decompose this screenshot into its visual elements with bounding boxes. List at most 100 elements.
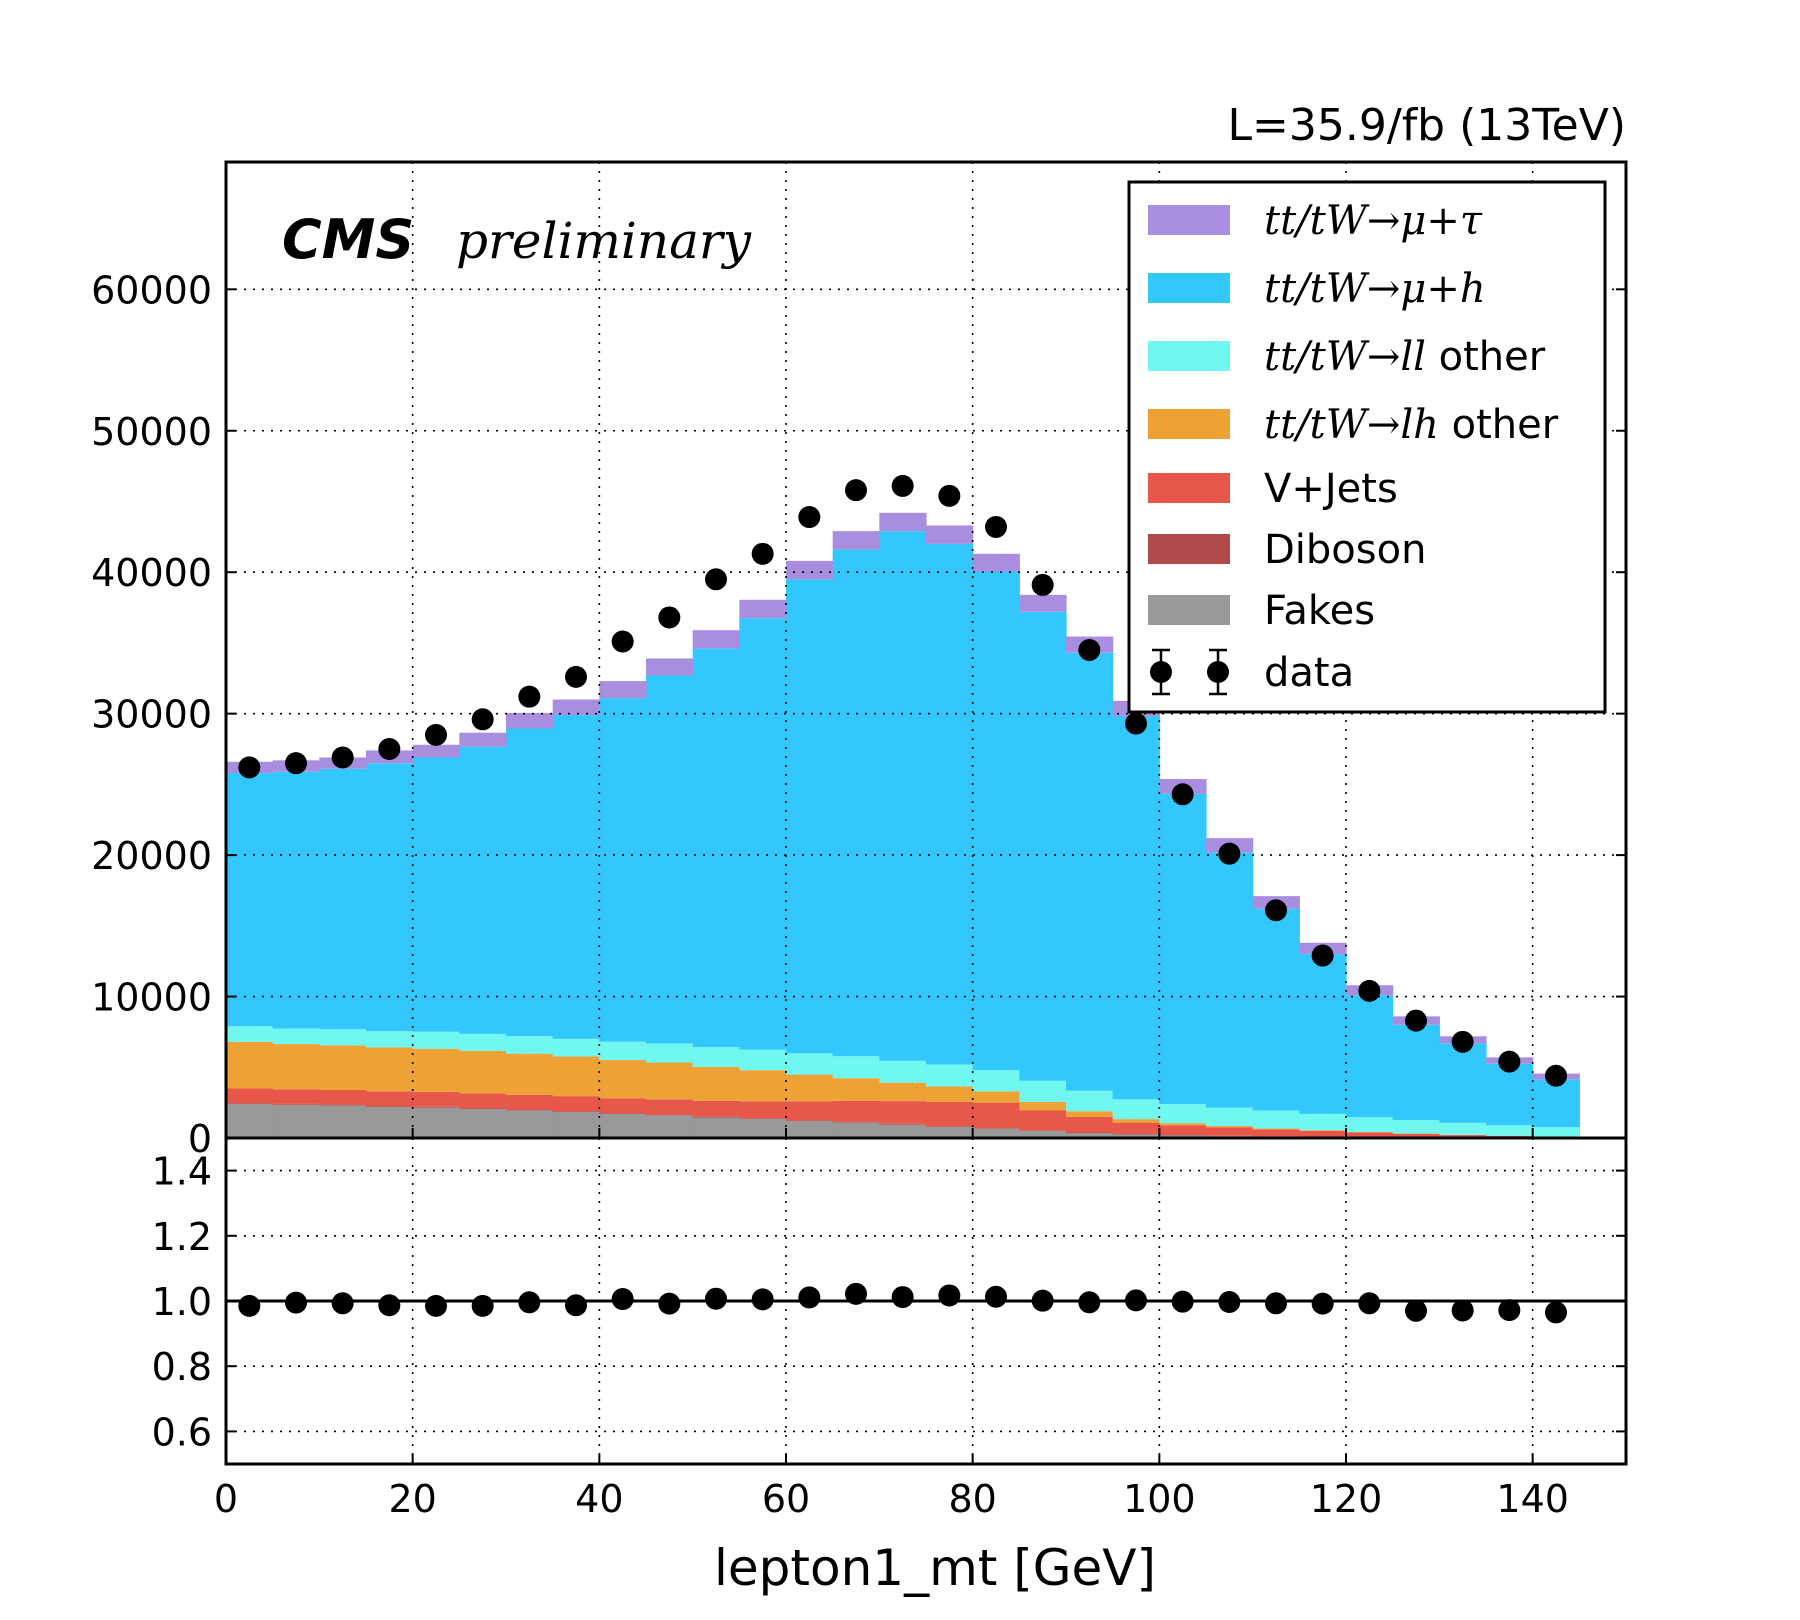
bar bbox=[552, 1111, 600, 1138]
ratio-point bbox=[798, 1286, 821, 1309]
data-point bbox=[798, 506, 821, 529]
data-point bbox=[845, 479, 867, 502]
bar bbox=[552, 1056, 600, 1097]
bar bbox=[552, 1110, 600, 1112]
data-point bbox=[611, 630, 634, 653]
bar bbox=[786, 560, 834, 580]
bar bbox=[459, 732, 507, 747]
bar bbox=[272, 771, 320, 1029]
bar bbox=[646, 1043, 694, 1063]
data-point bbox=[285, 752, 307, 775]
bar bbox=[366, 1106, 414, 1138]
bar bbox=[879, 1124, 927, 1138]
bar bbox=[599, 1098, 647, 1114]
data-point bbox=[1311, 944, 1334, 967]
legend-label: tt/tW→μ+τ bbox=[1264, 198, 1483, 244]
bar bbox=[366, 1106, 414, 1107]
bar bbox=[646, 1099, 694, 1115]
bar bbox=[226, 1104, 274, 1138]
bar bbox=[599, 1113, 647, 1114]
bar bbox=[1346, 1132, 1394, 1138]
bar bbox=[739, 1101, 787, 1119]
bar bbox=[832, 1122, 880, 1138]
ratio-plot: 0.6 0.8 1.0 1.2 1.4 0 20 40 60 80 100 120 140 bbox=[152, 1128, 1628, 1521]
x-tick-label: 60 bbox=[762, 1477, 810, 1521]
bar bbox=[366, 1047, 414, 1092]
bar bbox=[272, 1044, 320, 1090]
ratio-tick-label: 1.2 bbox=[152, 1215, 212, 1259]
bar bbox=[506, 728, 554, 1037]
bar bbox=[599, 698, 647, 1042]
ratio-tick-label: 1.4 bbox=[152, 1150, 212, 1194]
bar bbox=[459, 1108, 507, 1110]
data-point bbox=[1218, 842, 1241, 865]
bar bbox=[319, 768, 367, 1030]
legend-swatch bbox=[1148, 273, 1230, 303]
bar bbox=[1206, 852, 1254, 1108]
bar bbox=[599, 1041, 647, 1061]
ratio-point bbox=[238, 1294, 261, 1317]
bar bbox=[1112, 716, 1160, 1100]
bar bbox=[552, 1096, 600, 1111]
bar bbox=[972, 1102, 1020, 1129]
x-tick-label: 80 bbox=[948, 1477, 996, 1521]
legend-marker bbox=[1150, 661, 1172, 683]
legend-item-tt-tw-ll-other: tt/tW→ll other bbox=[1148, 334, 1546, 380]
legend-label: tt/tW→ll other bbox=[1264, 334, 1546, 380]
legend-item-tt-tw-h: tt/tW→μ+h bbox=[1148, 266, 1486, 312]
legend-label: Diboson bbox=[1264, 527, 1426, 573]
bar bbox=[1206, 1127, 1254, 1136]
legend-swatch bbox=[1148, 409, 1230, 439]
bar bbox=[366, 1031, 414, 1048]
bar bbox=[926, 525, 974, 544]
ratio-point bbox=[285, 1291, 307, 1314]
y-tick-label: 10000 bbox=[91, 976, 212, 1020]
data-points bbox=[238, 474, 1567, 1087]
data-point bbox=[1078, 639, 1101, 661]
bar bbox=[739, 1049, 787, 1071]
bar bbox=[692, 1100, 740, 1117]
bar bbox=[319, 1104, 367, 1106]
data-point bbox=[425, 723, 447, 746]
data-point bbox=[1358, 979, 1381, 1002]
ratio-point bbox=[565, 1294, 587, 1317]
bar bbox=[786, 1121, 834, 1138]
data-point bbox=[1171, 783, 1194, 806]
bar bbox=[459, 746, 507, 1034]
ratio-point bbox=[1031, 1289, 1054, 1312]
lumi-label: L=35.9/fb (13TeV) bbox=[1228, 100, 1626, 151]
x-axis-label: lepton1_mt [GeV] bbox=[714, 1539, 1156, 1597]
data-point bbox=[1031, 573, 1054, 596]
ratio-point bbox=[1311, 1292, 1334, 1315]
bar bbox=[1252, 1110, 1300, 1129]
bar bbox=[459, 1033, 507, 1051]
legend-label: data bbox=[1264, 650, 1354, 696]
ratio-tick-label: 1.0 bbox=[152, 1280, 212, 1324]
bar bbox=[1439, 1043, 1487, 1123]
series-tt-tw-h bbox=[226, 531, 1580, 1128]
bar bbox=[459, 1093, 507, 1109]
series-v-jets bbox=[226, 1088, 1580, 1138]
ratio-point bbox=[611, 1288, 634, 1311]
legend-item-diboson: Diboson bbox=[1148, 527, 1426, 573]
bar bbox=[879, 1123, 927, 1125]
data-point bbox=[1451, 1030, 1474, 1053]
x-tick-label: 40 bbox=[575, 1477, 623, 1521]
bar bbox=[739, 1118, 787, 1119]
bar bbox=[319, 1089, 367, 1105]
bar bbox=[552, 1038, 600, 1057]
bar bbox=[552, 715, 600, 1039]
bar bbox=[646, 1062, 694, 1100]
bar bbox=[972, 1091, 1020, 1103]
cms-label: CMS bbox=[282, 208, 414, 271]
bar bbox=[412, 1031, 460, 1049]
data-point bbox=[518, 685, 541, 708]
ratio-point bbox=[751, 1288, 774, 1311]
bar bbox=[506, 1110, 554, 1138]
bar bbox=[646, 658, 694, 676]
bar bbox=[459, 1050, 507, 1094]
ratio-point bbox=[1358, 1292, 1381, 1315]
bar bbox=[739, 1118, 787, 1138]
bar bbox=[1112, 1122, 1160, 1134]
main-y-axis: 0 10000 20000 30000 40000 50000 60000 bbox=[91, 268, 1626, 1161]
